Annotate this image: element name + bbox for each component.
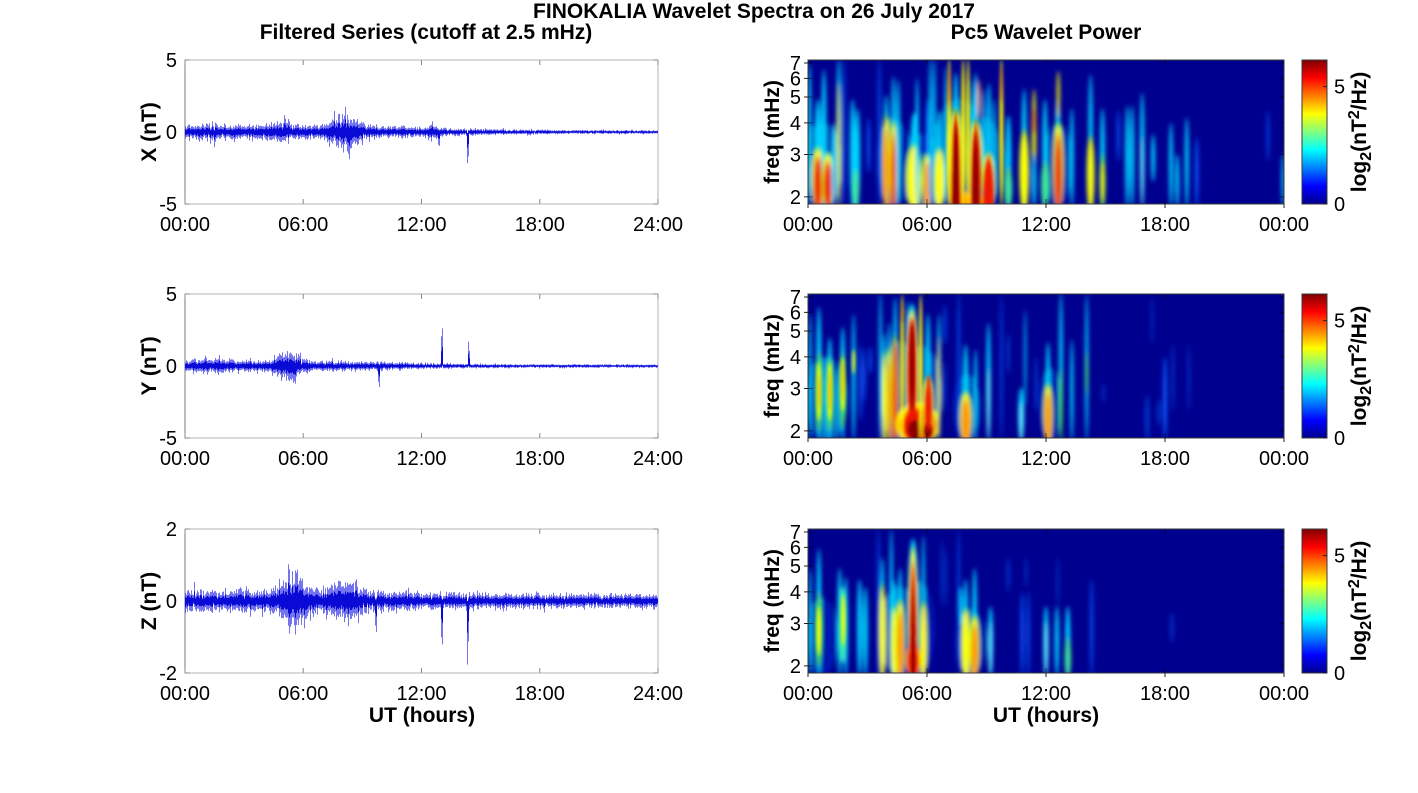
svg-text:-5: -5 [159,194,177,216]
svg-text:24:00: 24:00 [633,214,683,236]
svg-text:X (nT): X (nT) [138,102,161,161]
svg-text:-2: -2 [159,663,177,685]
svg-text:7: 7 [790,522,801,544]
svg-text:5: 5 [1334,311,1345,333]
svg-text:5: 5 [790,87,801,109]
svg-text:00:00: 00:00 [160,214,210,236]
svg-text:06:00: 06:00 [278,448,328,470]
svg-text:2: 2 [790,656,801,678]
svg-text:18:00: 18:00 [515,683,565,705]
svg-text:18:00: 18:00 [1140,683,1190,705]
svg-text:FINOKALIA Wavelet Spectra on 2: FINOKALIA Wavelet Spectra on 26 July 201… [533,0,975,23]
svg-text:UT (hours): UT (hours) [993,704,1099,727]
svg-text:00:00: 00:00 [1259,683,1309,705]
svg-text:06:00: 06:00 [278,683,328,705]
svg-text:Z (nT): Z (nT) [138,572,161,630]
svg-text:6: 6 [790,537,801,559]
svg-text:06:00: 06:00 [902,214,952,236]
svg-text:00:00: 00:00 [783,214,833,236]
svg-text:0: 0 [1334,428,1345,450]
svg-text:12:00: 12:00 [1021,214,1071,236]
svg-text:00:00: 00:00 [160,683,210,705]
svg-text:freq (mHz): freq (mHz) [761,549,784,653]
svg-text:06:00: 06:00 [902,683,952,705]
svg-text:18:00: 18:00 [515,214,565,236]
svg-text:6: 6 [790,302,801,324]
svg-text:5: 5 [166,50,177,72]
svg-text:18:00: 18:00 [1140,448,1190,470]
svg-text:00:00: 00:00 [1259,448,1309,470]
svg-text:Pc5 Wavelet Power: Pc5 Wavelet Power [951,21,1142,44]
svg-text:12:00: 12:00 [396,683,446,705]
svg-text:0: 0 [166,122,177,144]
svg-text:00:00: 00:00 [783,683,833,705]
svg-text:Filtered Series (cutoff at 2.5: Filtered Series (cutoff at 2.5 mHz) [260,21,593,44]
svg-text:UT (hours): UT (hours) [369,704,475,727]
svg-text:freq (mHz): freq (mHz) [761,80,784,184]
svg-text:7: 7 [790,53,801,75]
svg-text:06:00: 06:00 [902,448,952,470]
svg-text:2: 2 [166,519,177,541]
svg-text:12:00: 12:00 [1021,683,1071,705]
svg-text:00:00: 00:00 [160,448,210,470]
svg-text:6: 6 [790,68,801,90]
svg-text:5: 5 [166,284,177,306]
svg-text:00:00: 00:00 [783,448,833,470]
svg-text:18:00: 18:00 [515,448,565,470]
svg-text:7: 7 [790,287,801,309]
svg-text:-5: -5 [159,428,177,450]
svg-text:5: 5 [1334,546,1345,568]
svg-text:06:00: 06:00 [278,214,328,236]
svg-text:3: 3 [790,145,801,167]
svg-text:0: 0 [166,356,177,378]
svg-text:0: 0 [1334,194,1345,216]
svg-text:Y (nT): Y (nT) [138,336,161,395]
svg-text:4: 4 [790,113,801,135]
svg-text:24:00: 24:00 [633,683,683,705]
svg-text:0: 0 [166,591,177,613]
svg-text:2: 2 [790,421,801,443]
svg-text:0: 0 [1334,663,1345,685]
svg-text:18:00: 18:00 [1140,214,1190,236]
svg-text:24:00: 24:00 [633,448,683,470]
svg-text:3: 3 [790,379,801,401]
svg-text:4: 4 [790,347,801,369]
svg-text:12:00: 12:00 [1021,448,1071,470]
svg-text:5: 5 [790,556,801,578]
svg-text:log2(nT2/Hz): log2(nT2/Hz) [1346,306,1375,426]
svg-text:00:00: 00:00 [1259,214,1309,236]
svg-text:2: 2 [790,187,801,209]
svg-text:freq (mHz): freq (mHz) [761,314,784,418]
svg-text:4: 4 [790,582,801,604]
svg-text:5: 5 [1334,77,1345,99]
svg-text:12:00: 12:00 [396,214,446,236]
svg-text:log2(nT2/Hz): log2(nT2/Hz) [1346,541,1375,661]
svg-text:3: 3 [790,614,801,636]
svg-text:12:00: 12:00 [396,448,446,470]
svg-text:5: 5 [790,321,801,343]
svg-text:log2(nT2/Hz): log2(nT2/Hz) [1346,72,1375,192]
